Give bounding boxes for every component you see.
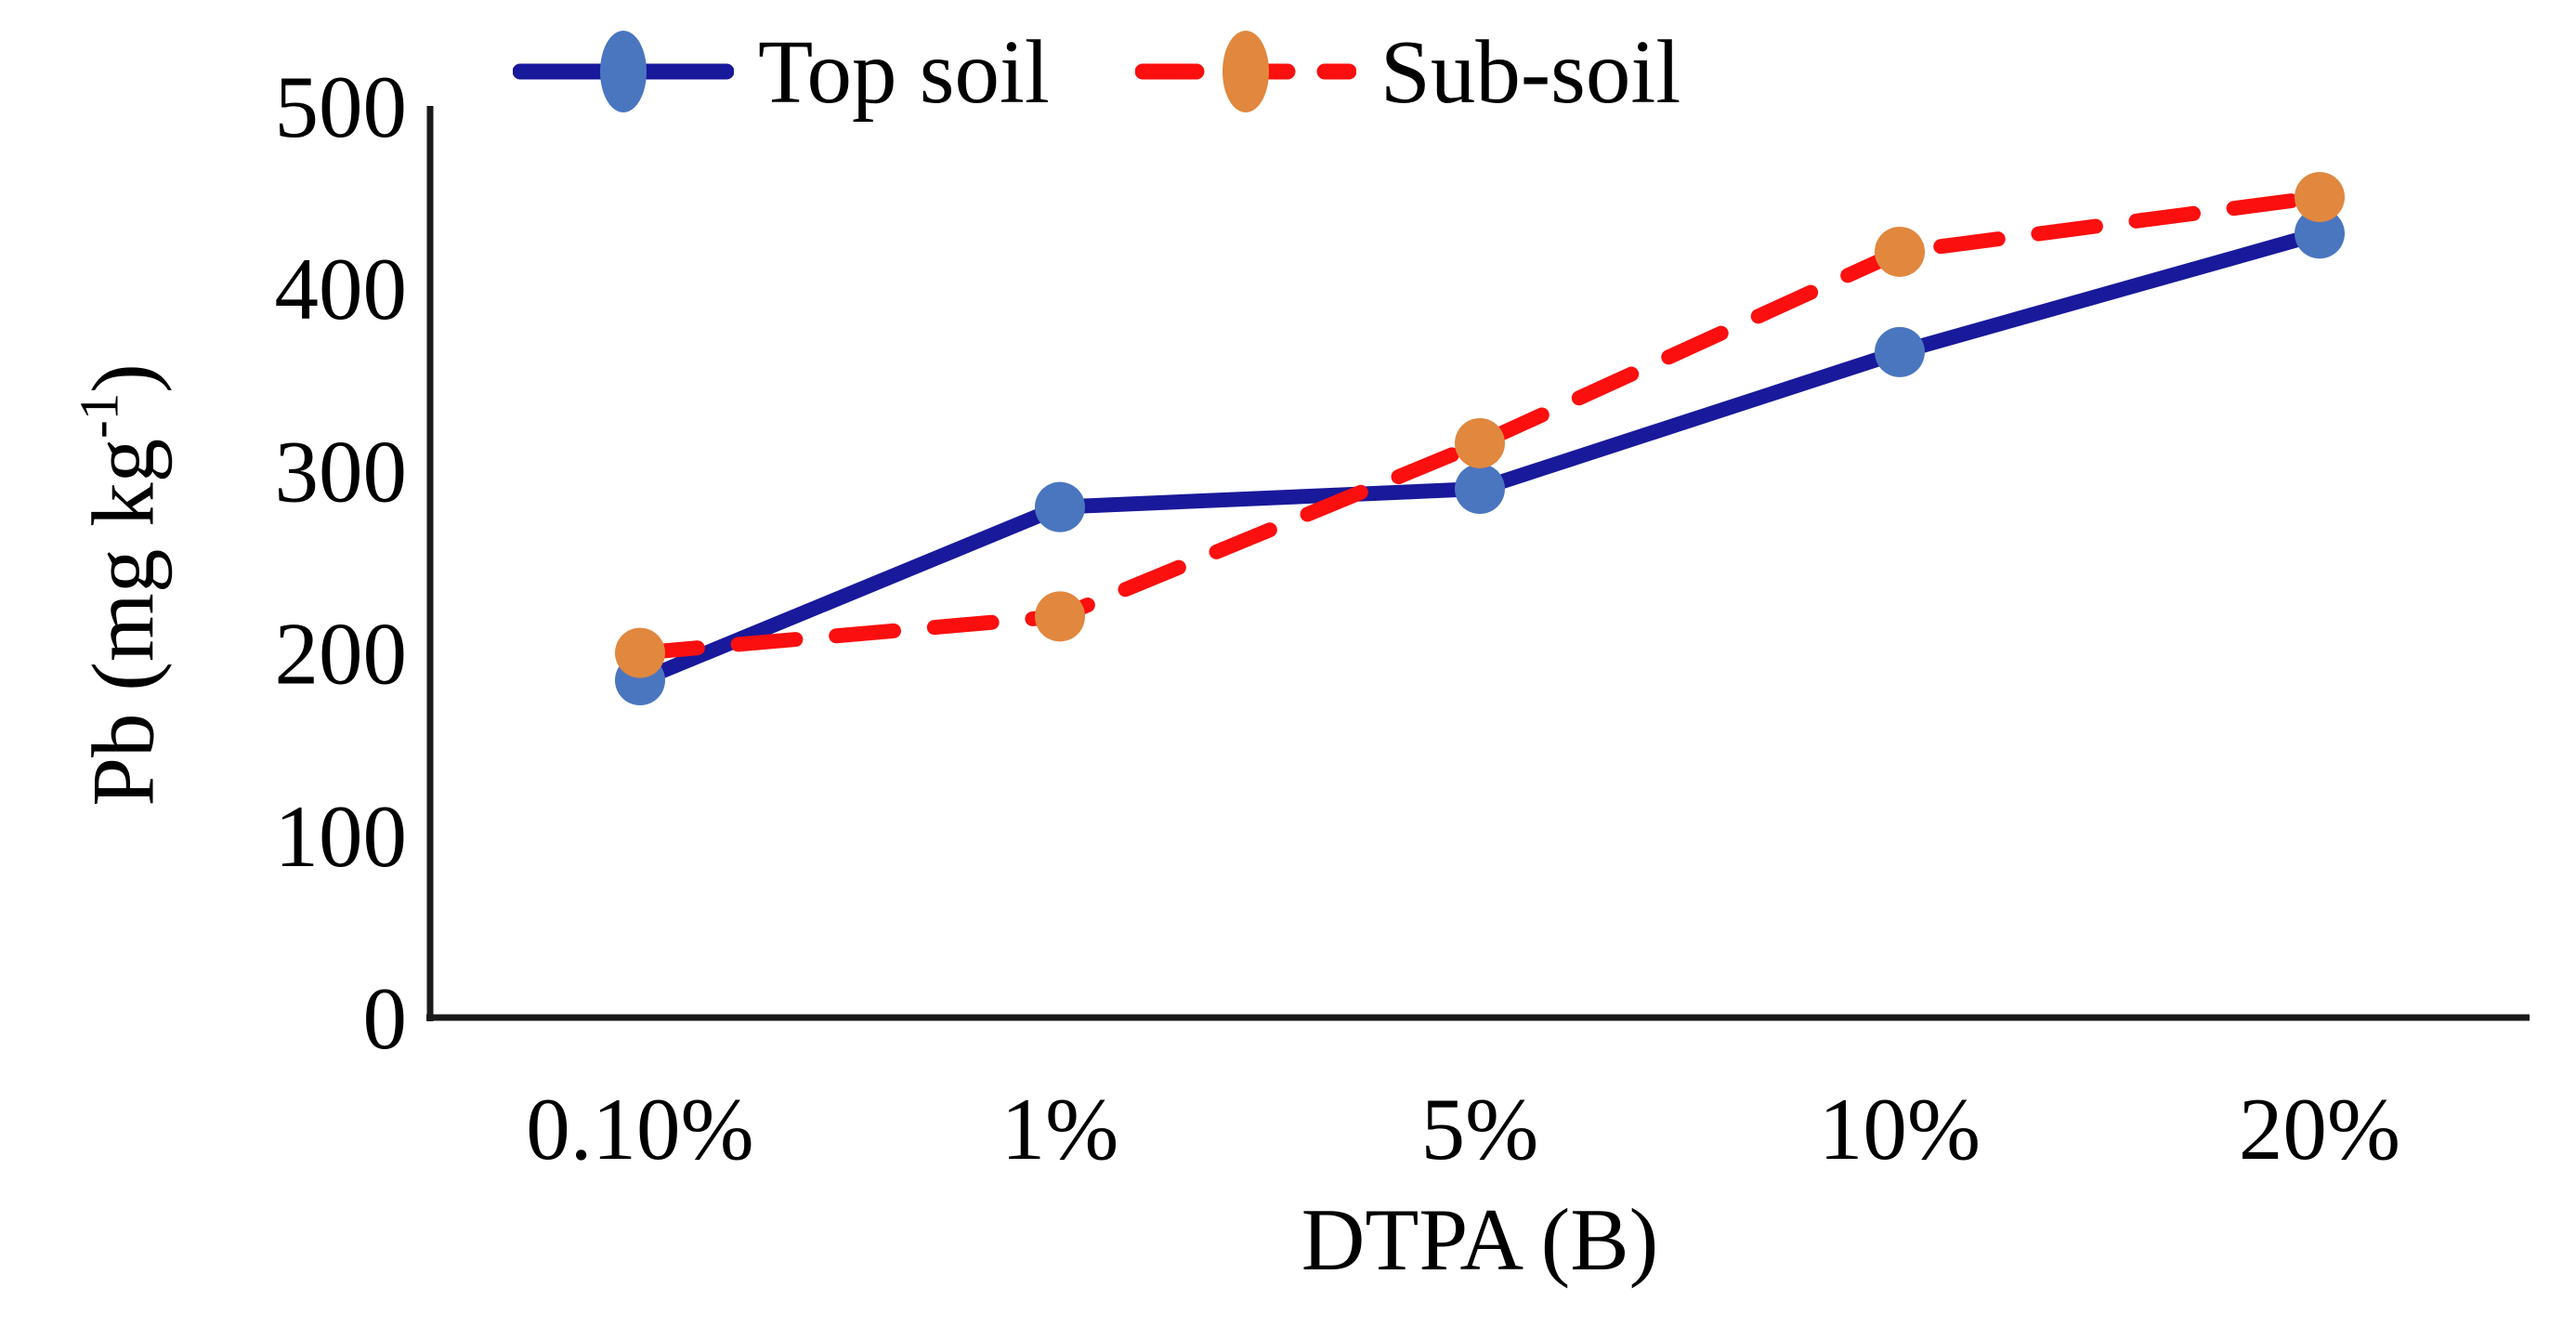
- y-tick-label: 0: [363, 969, 408, 1068]
- legend-label-sub-soil: Sub-soil: [1380, 21, 1681, 122]
- x-category-label: 20%: [2239, 1080, 2400, 1178]
- legend-swatch-marker: [600, 31, 647, 112]
- legend-swatch-marker: [1222, 31, 1269, 112]
- series-marker-sub-soil: [2295, 172, 2345, 223]
- series-line-sub-soil: [633, 190, 2327, 661]
- x-category-label: 1%: [1001, 1080, 1119, 1178]
- legend-swatch-canvas: [1134, 31, 1357, 112]
- y-tick-label: 300: [275, 422, 408, 520]
- x-category-label: 0.10%: [526, 1080, 753, 1178]
- series-marker-top-soil: [2295, 208, 2345, 259]
- series-marker-top-soil: [1455, 464, 1505, 515]
- series-marker-sub-soil: [1455, 417, 1505, 468]
- series-marker-sub-soil: [1035, 591, 1085, 642]
- legend-item-sub-soil: Sub-soil: [1134, 21, 1681, 122]
- legend-swatch-top-soil-icon: [512, 25, 735, 118]
- y-axis-title-text: Pb (mg kg: [73, 438, 173, 807]
- series-marker-sub-soil: [615, 627, 665, 678]
- y-tick-label: 400: [275, 240, 408, 338]
- y-axis-title-superscript: -1: [69, 392, 130, 439]
- y-axis-title: Pb (mg kg-1): [46, 256, 173, 915]
- series-marker-top-soil: [1875, 326, 1925, 377]
- y-axis-title-close: ): [73, 363, 173, 393]
- x-category-label: 5%: [1421, 1080, 1539, 1178]
- series-marker-sub-soil: [1875, 226, 1925, 277]
- y-tick-label: 500: [275, 58, 408, 156]
- series-marker-top-soil: [1035, 481, 1085, 532]
- legend-item-top-soil: Top soil: [512, 21, 1050, 122]
- legend-swatch-sub-soil-icon: [1134, 25, 1357, 118]
- legend-label-top-soil: Top soil: [758, 21, 1050, 122]
- y-tick-label: 100: [275, 787, 408, 886]
- chart-legend: Top soil Sub-soil: [512, 17, 1681, 126]
- x-category-label: 10%: [1819, 1080, 1981, 1178]
- y-tick-label: 200: [275, 605, 408, 703]
- x-axis-title: DTPA (B): [1301, 1190, 1659, 1289]
- legend-swatch-canvas: [512, 31, 735, 112]
